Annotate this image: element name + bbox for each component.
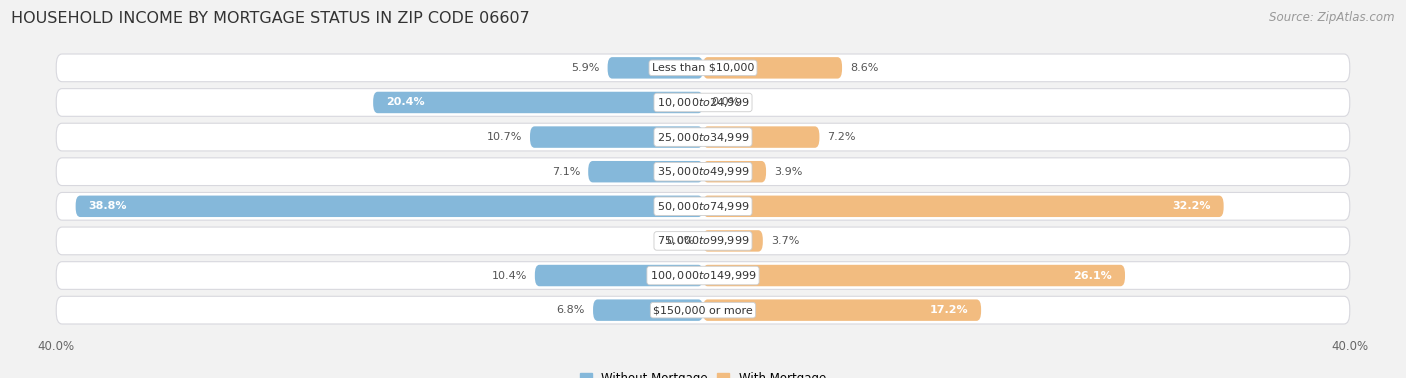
Text: 7.1%: 7.1%	[551, 167, 581, 177]
Text: 5.9%: 5.9%	[571, 63, 599, 73]
Text: 3.7%: 3.7%	[770, 236, 799, 246]
FancyBboxPatch shape	[703, 126, 820, 148]
FancyBboxPatch shape	[56, 262, 1350, 290]
Text: $50,000 to $74,999: $50,000 to $74,999	[657, 200, 749, 213]
FancyBboxPatch shape	[593, 299, 703, 321]
FancyBboxPatch shape	[56, 158, 1350, 186]
FancyBboxPatch shape	[530, 126, 703, 148]
Text: 32.2%: 32.2%	[1173, 201, 1211, 211]
Text: 0.0%: 0.0%	[666, 236, 695, 246]
Text: 26.1%: 26.1%	[1073, 271, 1112, 280]
FancyBboxPatch shape	[703, 57, 842, 79]
Text: 38.8%: 38.8%	[89, 201, 127, 211]
FancyBboxPatch shape	[534, 265, 703, 286]
Text: 0.0%: 0.0%	[711, 98, 740, 107]
Text: 3.9%: 3.9%	[775, 167, 803, 177]
Text: 7.2%: 7.2%	[828, 132, 856, 142]
FancyBboxPatch shape	[703, 195, 1223, 217]
Text: 20.4%: 20.4%	[387, 98, 425, 107]
Text: 8.6%: 8.6%	[851, 63, 879, 73]
FancyBboxPatch shape	[703, 230, 763, 252]
Text: $35,000 to $49,999: $35,000 to $49,999	[657, 165, 749, 178]
FancyBboxPatch shape	[703, 299, 981, 321]
FancyBboxPatch shape	[56, 227, 1350, 255]
FancyBboxPatch shape	[76, 195, 703, 217]
FancyBboxPatch shape	[588, 161, 703, 183]
FancyBboxPatch shape	[703, 265, 1125, 286]
Text: 10.7%: 10.7%	[486, 132, 522, 142]
FancyBboxPatch shape	[373, 92, 703, 113]
Text: Less than $10,000: Less than $10,000	[652, 63, 754, 73]
Text: $25,000 to $34,999: $25,000 to $34,999	[657, 130, 749, 144]
FancyBboxPatch shape	[56, 296, 1350, 324]
Text: Source: ZipAtlas.com: Source: ZipAtlas.com	[1270, 11, 1395, 24]
Text: $75,000 to $99,999: $75,000 to $99,999	[657, 234, 749, 248]
Text: 6.8%: 6.8%	[557, 305, 585, 315]
Text: 10.4%: 10.4%	[491, 271, 527, 280]
Text: $10,000 to $24,999: $10,000 to $24,999	[657, 96, 749, 109]
Legend: Without Mortgage, With Mortgage: Without Mortgage, With Mortgage	[575, 367, 831, 378]
FancyBboxPatch shape	[56, 88, 1350, 116]
FancyBboxPatch shape	[607, 57, 703, 79]
Text: $150,000 or more: $150,000 or more	[654, 305, 752, 315]
Text: 17.2%: 17.2%	[929, 305, 969, 315]
FancyBboxPatch shape	[56, 54, 1350, 82]
Text: $100,000 to $149,999: $100,000 to $149,999	[650, 269, 756, 282]
FancyBboxPatch shape	[703, 161, 766, 183]
FancyBboxPatch shape	[56, 192, 1350, 220]
Text: HOUSEHOLD INCOME BY MORTGAGE STATUS IN ZIP CODE 06607: HOUSEHOLD INCOME BY MORTGAGE STATUS IN Z…	[11, 11, 530, 26]
FancyBboxPatch shape	[56, 123, 1350, 151]
